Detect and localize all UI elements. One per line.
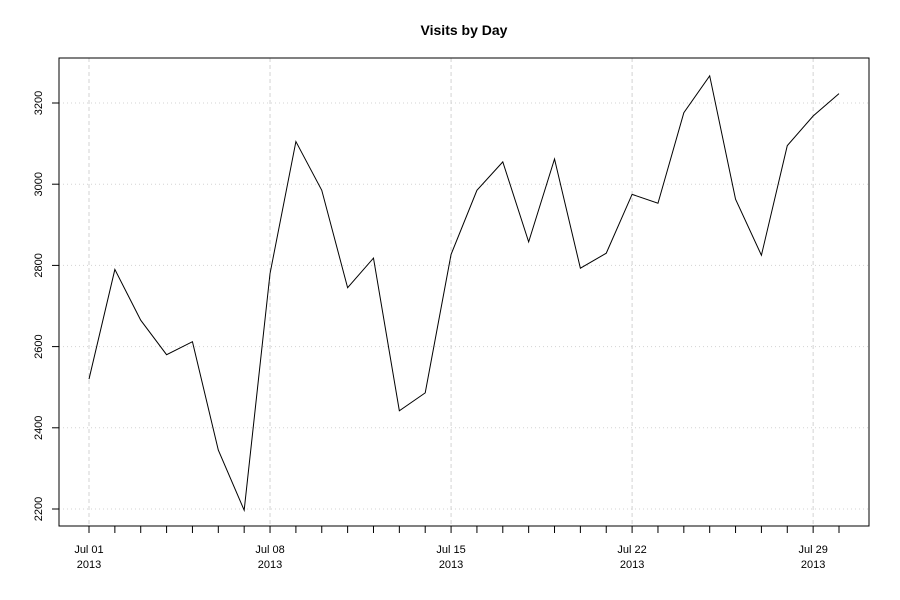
y-tick-label: 2600 [33, 334, 45, 358]
x-tick-label: 2013 [801, 559, 825, 571]
y-tick-label: 2800 [33, 253, 45, 277]
x-tick-label: 2013 [620, 559, 644, 571]
y-tick-label: 2400 [33, 416, 45, 440]
x-tick-label: Jul 08 [255, 544, 284, 556]
x-tick-label: 2013 [439, 559, 463, 571]
x-tick-label: Jul 29 [798, 544, 827, 556]
series-line [88, 74, 840, 513]
x-tick-label: Jul 15 [436, 544, 465, 556]
x-tick-label: 2013 [77, 559, 101, 571]
grid-lines [59, 58, 869, 526]
data-series [88, 74, 840, 513]
x-tick-label: 2013 [258, 559, 282, 571]
y-axis: 2200 2400 2600 2800 3000 3200 [33, 91, 60, 521]
chart-title: Visits by Day [421, 22, 508, 38]
y-tick-label: 2200 [33, 497, 45, 521]
y-tick-label: 3000 [33, 172, 45, 196]
x-axis: Jul 01 2013 Jul 08 2013 Jul 15 2013 Jul 22 2013… [74, 525, 840, 571]
x-tick-label: Jul 22 [617, 544, 646, 556]
plot-frame [58, 57, 870, 527]
y-tick-label: 3200 [33, 91, 45, 115]
x-tick-label: Jul 01 [74, 544, 103, 556]
